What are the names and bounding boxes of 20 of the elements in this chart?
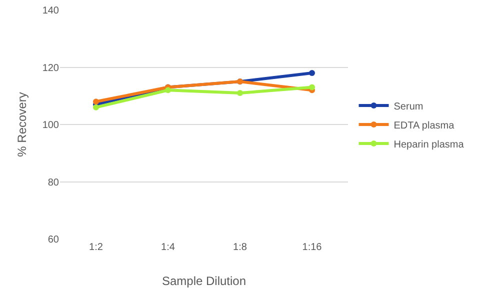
legend-label: EDTA plasma: [394, 120, 455, 132]
x-tick-label: 1:2: [89, 242, 104, 253]
point: [237, 90, 243, 96]
y-axis-title: % Recovery: [15, 92, 29, 157]
x-axis-title: Sample Dilution: [162, 274, 246, 288]
y-tick-label: 80: [48, 177, 60, 188]
point: [93, 98, 99, 105]
y-tick-label: 100: [42, 120, 60, 131]
y-tick-label: 60: [48, 234, 60, 246]
legend-label: Heparin plasma: [394, 139, 464, 150]
point: [93, 104, 99, 110]
point: [309, 70, 315, 76]
point: [309, 84, 315, 90]
point: [165, 87, 171, 94]
y-tick-label: 120: [42, 62, 60, 74]
x-tick-label: 1:8: [233, 242, 248, 253]
x-tick-label: 1:16: [302, 242, 322, 253]
x-tick-label: 1:4: [161, 242, 176, 253]
legend-label: Serum: [394, 101, 424, 112]
y-tick-label: 140: [42, 6, 60, 16]
